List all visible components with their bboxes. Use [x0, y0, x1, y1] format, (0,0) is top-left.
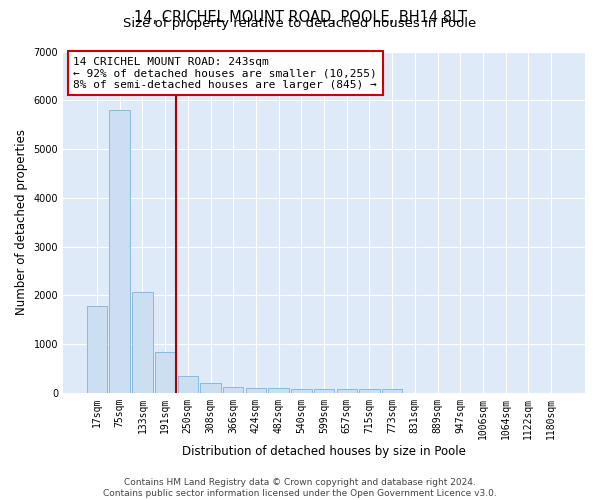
Bar — [314, 389, 334, 393]
Text: Size of property relative to detached houses in Poole: Size of property relative to detached ho… — [124, 18, 476, 30]
Text: 14, CRICHEL MOUNT ROAD, POOLE, BH14 8LT: 14, CRICHEL MOUNT ROAD, POOLE, BH14 8LT — [133, 10, 467, 25]
Bar — [245, 388, 266, 393]
Bar — [132, 292, 152, 393]
Bar — [291, 389, 311, 393]
Y-axis label: Number of detached properties: Number of detached properties — [15, 129, 28, 315]
Bar — [155, 352, 175, 393]
Text: 14 CRICHEL MOUNT ROAD: 243sqm
← 92% of detached houses are smaller (10,255)
8% o: 14 CRICHEL MOUNT ROAD: 243sqm ← 92% of d… — [73, 56, 377, 90]
Text: Contains HM Land Registry data © Crown copyright and database right 2024.
Contai: Contains HM Land Registry data © Crown c… — [103, 478, 497, 498]
Bar — [178, 376, 198, 393]
X-axis label: Distribution of detached houses by size in Poole: Distribution of detached houses by size … — [182, 444, 466, 458]
Bar — [359, 389, 380, 393]
Bar — [268, 388, 289, 393]
Bar — [109, 110, 130, 393]
Bar — [200, 383, 221, 393]
Bar — [87, 306, 107, 393]
Bar — [337, 389, 357, 393]
Bar — [223, 386, 244, 393]
Bar — [382, 389, 403, 393]
